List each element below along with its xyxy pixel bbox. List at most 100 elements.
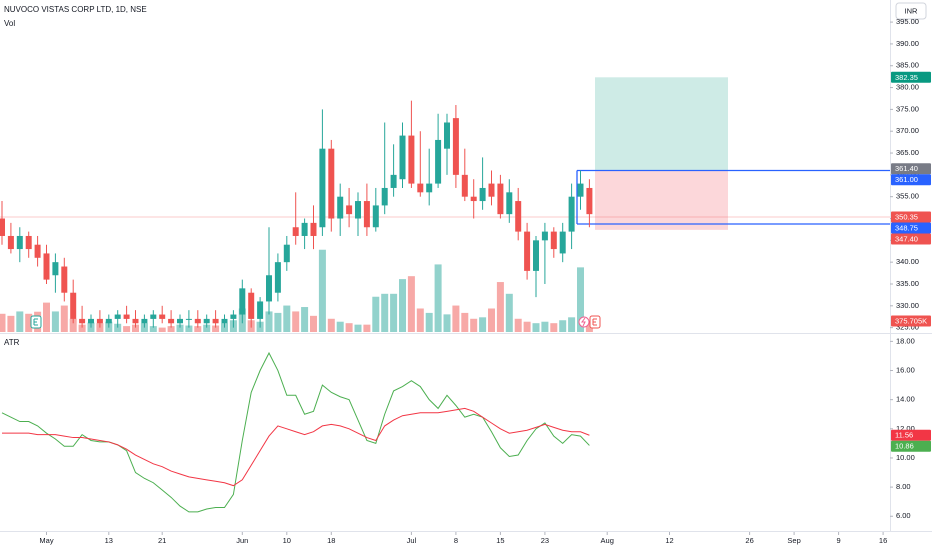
x-tick-label: 21 bbox=[158, 536, 166, 545]
volume-bar bbox=[336, 321, 344, 332]
x-tick-label: 23 bbox=[541, 536, 549, 545]
volume-bar bbox=[212, 325, 220, 332]
candle-body bbox=[194, 318, 201, 324]
loss-zone bbox=[595, 170, 728, 230]
candle-body bbox=[541, 231, 548, 241]
y-tick-label: 8.00 bbox=[896, 482, 911, 491]
volume-bar bbox=[399, 279, 406, 332]
price-badge-label: 348.75 bbox=[895, 223, 918, 232]
volume-bar bbox=[354, 324, 362, 332]
volume-bar bbox=[310, 315, 317, 332]
price-badge bbox=[891, 222, 931, 234]
x-tick-label: 12 bbox=[665, 536, 673, 545]
candle-body bbox=[390, 174, 397, 188]
volume-bar bbox=[505, 293, 513, 332]
y-tick-label: 14.00 bbox=[896, 395, 915, 404]
volume-bar bbox=[43, 302, 50, 332]
candle-body bbox=[292, 227, 299, 236]
x-tick-label: Sep bbox=[787, 536, 800, 545]
candle-body bbox=[96, 318, 103, 324]
volume-bar bbox=[532, 323, 540, 332]
price-badge bbox=[891, 429, 931, 441]
dividend-icon[interactable] bbox=[578, 316, 590, 328]
price-badge bbox=[891, 163, 931, 175]
volume-bar bbox=[434, 264, 442, 332]
y-tick-label: 370.00 bbox=[896, 126, 919, 135]
candle-body bbox=[141, 318, 148, 324]
volume-bar bbox=[149, 326, 157, 332]
volume-bar bbox=[550, 323, 558, 332]
candle-body bbox=[533, 240, 539, 271]
candle-body bbox=[88, 318, 94, 324]
candle-body bbox=[34, 244, 41, 258]
price-badge-label: 361.00 bbox=[895, 175, 918, 184]
x-tick-label: Jul bbox=[407, 536, 417, 545]
price-badge bbox=[891, 211, 931, 223]
candle-body bbox=[346, 205, 353, 215]
candle-body bbox=[524, 231, 531, 271]
volume-bar bbox=[7, 315, 15, 332]
x-tick-label: 9 bbox=[837, 536, 841, 545]
y-tick-label: 385.00 bbox=[896, 61, 919, 70]
volume-bar bbox=[416, 308, 424, 332]
candle-body bbox=[61, 266, 68, 293]
x-tick-label: Aug bbox=[601, 536, 614, 545]
candle-body bbox=[168, 318, 175, 324]
volume-bar bbox=[51, 311, 59, 332]
volume-bar bbox=[363, 324, 371, 332]
volume-bar bbox=[194, 326, 202, 332]
candle-body bbox=[586, 187, 593, 215]
y-tick-label: 16.00 bbox=[896, 366, 915, 375]
volume-bar bbox=[425, 312, 433, 332]
volume-bar bbox=[114, 323, 122, 332]
volume-bar bbox=[60, 305, 68, 332]
volume-bar bbox=[301, 307, 309, 332]
candle-body bbox=[426, 183, 433, 193]
candle-body bbox=[470, 196, 477, 202]
volume-bar bbox=[585, 320, 593, 332]
earnings-icon[interactable] bbox=[30, 315, 42, 329]
volume-bar bbox=[523, 321, 531, 332]
candle-body bbox=[559, 231, 566, 254]
volume-bar bbox=[274, 312, 282, 332]
y-tick-label: 330.00 bbox=[896, 301, 919, 310]
volume-bar bbox=[25, 313, 33, 332]
candle-body bbox=[461, 174, 468, 197]
candle-body bbox=[0, 218, 5, 236]
candle-body bbox=[203, 318, 210, 324]
y-tick-label: 365.00 bbox=[896, 148, 919, 157]
candle-body bbox=[363, 201, 370, 228]
volume-bar bbox=[69, 318, 77, 332]
price-badge bbox=[891, 174, 931, 186]
y-tick-label: 10.00 bbox=[896, 453, 915, 462]
earnings-icon[interactable] bbox=[589, 315, 601, 329]
price-badge-label: 11.56 bbox=[895, 431, 913, 440]
currency-button[interactable] bbox=[895, 2, 927, 20]
candle-body bbox=[319, 148, 326, 228]
candle-body bbox=[328, 148, 335, 219]
volume-bar bbox=[541, 321, 549, 332]
x-tick-label: 16 bbox=[879, 536, 887, 545]
volume-bar bbox=[318, 249, 326, 332]
price-badge bbox=[891, 233, 931, 245]
candle-body bbox=[452, 118, 459, 175]
candle-body bbox=[488, 183, 495, 197]
volume-bar bbox=[176, 324, 184, 332]
candle-body bbox=[248, 292, 255, 319]
candle-body bbox=[408, 135, 415, 184]
volume-bar bbox=[123, 326, 131, 332]
candle-body bbox=[417, 183, 424, 193]
candle-body bbox=[7, 235, 14, 250]
candle-body bbox=[177, 318, 183, 324]
candle-body bbox=[372, 205, 379, 228]
candle-body bbox=[274, 262, 281, 293]
volume-bar bbox=[283, 305, 291, 332]
volume-bar bbox=[568, 317, 576, 332]
candle-body bbox=[515, 201, 522, 232]
price-badge-label: 361.40 bbox=[895, 164, 918, 173]
volume-bar bbox=[372, 296, 380, 332]
atr-line bbox=[1, 351, 590, 513]
currency[interactable]: INR bbox=[905, 6, 919, 15]
candle-body bbox=[355, 201, 361, 219]
